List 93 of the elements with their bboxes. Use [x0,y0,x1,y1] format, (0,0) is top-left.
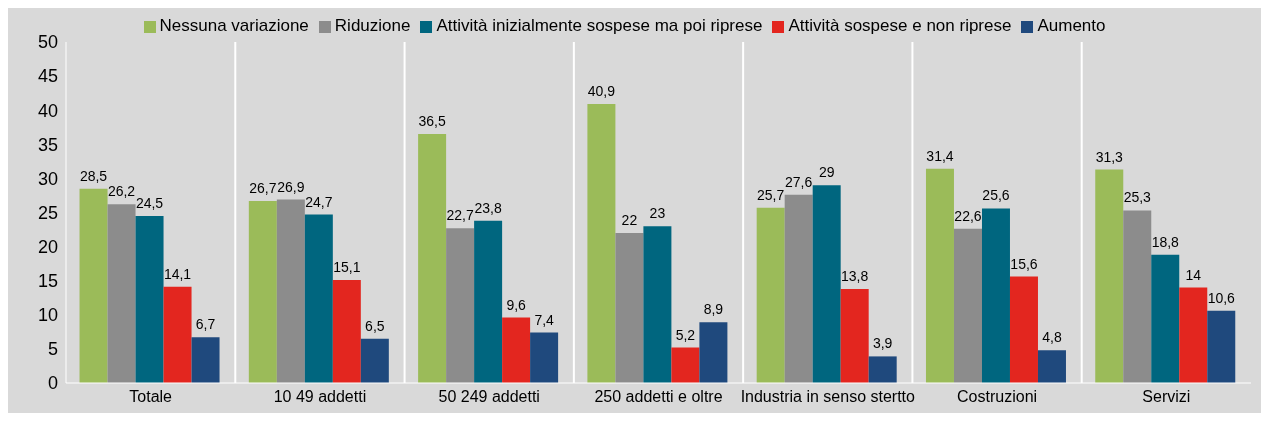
bar [418,134,447,383]
legend-label: Nessuna variazione [159,16,309,35]
bar [756,207,785,383]
bar [840,288,869,383]
bar [699,322,728,383]
y-tick-label: 25 [37,202,58,223]
legend-label: Riduzione [334,16,411,35]
bar [474,220,503,383]
bar [868,356,897,383]
data-label: 23 [649,205,666,222]
data-label: 18,8 [1151,233,1180,250]
bar [107,204,136,383]
bar [784,194,813,383]
bar [1179,287,1208,383]
y-tick-label: 0 [47,373,58,394]
data-label: 28,5 [79,167,108,184]
data-label: 22,6 [954,207,982,224]
data-label: 14,1 [163,265,192,282]
bar [812,185,841,383]
bar [446,228,475,383]
data-label: 22,7 [446,207,474,224]
bar [643,226,672,383]
data-label: 24,7 [305,193,333,210]
y-tick-label: 5 [47,339,58,360]
data-label: 9,6 [506,296,527,313]
data-label: 5,2 [675,326,696,343]
data-label: 25,3 [1123,189,1152,206]
data-label: 4,8 [1042,329,1062,346]
bar [1037,350,1066,383]
x-tick-label: Totale [129,388,173,406]
y-tick-label: 40 [37,100,58,121]
data-label: 22 [621,211,638,228]
bar [163,286,192,383]
x-tick-label: Costruzioni [957,388,1038,406]
bar [530,332,559,383]
bar [248,200,277,383]
bar [360,338,389,383]
data-label: 25,6 [982,187,1010,204]
data-label: 7,4 [534,311,555,328]
y-tick-label: 45 [37,66,58,87]
y-tick-label: 15 [37,271,58,292]
data-label: 15,6 [1010,255,1038,272]
data-label: 23,8 [474,199,502,216]
bar [135,215,164,383]
x-tick-label: 10 49 addetti [273,388,367,406]
y-tick-label: 10 [37,305,58,326]
bar [1123,210,1152,383]
bar [79,188,108,383]
data-label: 29 [818,164,835,181]
data-label: 40,9 [587,83,616,100]
x-tick-label: Servizi [1142,388,1191,406]
bar [276,199,305,383]
data-label: 31,4 [926,147,954,164]
bar [615,232,644,383]
data-label: 6,7 [195,316,216,333]
x-tick-label: Industria in senso stertto [740,388,916,406]
legend-label: Attività inizialmente sospese ma poi riprese [436,16,763,35]
data-label: 26,9 [277,178,305,195]
legend-label: Aumento [1037,16,1106,35]
bar [1009,276,1038,383]
data-label: 13,8 [841,267,869,284]
data-label: 24,5 [135,194,164,211]
legend-label: Attività sospese e non riprese [788,16,1012,35]
data-label: 10,6 [1207,289,1236,306]
data-label: 26,2 [107,183,136,200]
data-label: 14 [1185,266,1202,283]
data-label: 27,6 [785,173,813,190]
data-label: 25,7 [757,186,785,203]
data-label: 3,9 [872,335,893,352]
y-tick-label: 50 [37,32,58,53]
bar [953,228,982,383]
bar [191,337,220,383]
bar [587,104,616,383]
bar [332,280,361,383]
bar [1151,254,1180,383]
data-label: 36,5 [418,113,446,130]
data-label: 6,5 [365,317,385,334]
y-tick-label: 35 [37,134,58,155]
y-tick-label: 20 [37,236,58,257]
bar [981,208,1010,383]
x-tick-label: 250 addetti e oltre [594,388,723,406]
bar [925,168,954,383]
data-label: 31,3 [1095,148,1124,165]
data-label: 8,9 [703,301,724,318]
bar [1095,169,1124,383]
bar [304,214,333,383]
data-label: 26,7 [249,179,277,196]
y-tick-label: 30 [37,168,58,189]
bar [502,317,531,383]
bar [671,347,700,383]
bar [1207,310,1236,383]
x-tick-label: 50 249 addetti [438,388,540,406]
data-label: 15,1 [333,259,361,276]
